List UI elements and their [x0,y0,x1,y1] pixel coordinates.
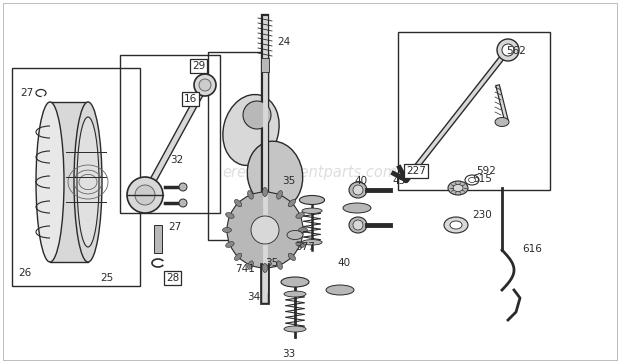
Ellipse shape [234,200,242,207]
Ellipse shape [247,141,303,209]
Ellipse shape [194,74,216,96]
Ellipse shape [77,117,99,247]
Ellipse shape [36,102,64,262]
Text: 26: 26 [18,268,31,278]
Text: 40: 40 [337,258,350,268]
Ellipse shape [288,200,296,207]
Ellipse shape [353,220,363,230]
Text: 35: 35 [265,258,278,268]
Text: 27: 27 [168,222,181,232]
Ellipse shape [247,191,254,199]
Ellipse shape [299,196,325,204]
Ellipse shape [302,208,322,213]
Ellipse shape [277,191,283,199]
Ellipse shape [179,199,187,207]
Ellipse shape [284,326,306,332]
Text: 45: 45 [392,176,405,186]
Text: 32: 32 [170,155,184,165]
Ellipse shape [223,94,279,166]
Ellipse shape [199,79,211,91]
Text: 27: 27 [20,88,33,98]
Ellipse shape [296,213,304,218]
Text: 25: 25 [100,273,113,283]
Text: 24: 24 [277,37,290,47]
Text: 16: 16 [184,94,197,104]
Bar [208,52,268,240]
Text: ereplacementparts.com: ereplacementparts.com [223,165,397,180]
Ellipse shape [226,242,234,248]
Text: 377: 377 [295,242,315,252]
Text: 33: 33 [282,349,295,359]
Ellipse shape [448,181,468,195]
Text: 615: 615 [472,174,492,184]
Ellipse shape [135,185,155,205]
Ellipse shape [502,44,514,56]
Ellipse shape [226,213,234,218]
Ellipse shape [298,228,308,232]
Ellipse shape [287,231,303,240]
Bar [261,58,269,72]
Text: 29: 29 [192,61,205,71]
Text: 28: 28 [166,273,179,283]
Text: 230: 230 [472,210,492,220]
Text: 562: 562 [506,46,526,56]
Ellipse shape [495,118,509,126]
Bar [12,68,140,286]
Text: 741: 741 [235,264,255,274]
Ellipse shape [179,183,187,191]
Ellipse shape [444,217,468,233]
Bar [120,55,220,213]
Ellipse shape [353,185,363,195]
Ellipse shape [296,242,304,248]
Ellipse shape [281,277,309,287]
Ellipse shape [326,285,354,295]
Bar [154,225,162,253]
Ellipse shape [262,264,267,273]
Ellipse shape [74,102,102,262]
Text: 227: 227 [406,166,426,176]
Ellipse shape [234,253,242,261]
Bar [50,102,88,262]
Bar [398,32,550,190]
Text: 40: 40 [354,176,367,186]
Ellipse shape [247,261,254,269]
Ellipse shape [243,101,271,129]
Ellipse shape [349,217,367,233]
Circle shape [251,216,279,244]
Ellipse shape [453,184,463,192]
Ellipse shape [497,39,519,61]
Ellipse shape [469,178,476,183]
Ellipse shape [223,228,231,232]
Ellipse shape [277,261,283,269]
Ellipse shape [302,240,322,245]
Ellipse shape [343,203,371,213]
Ellipse shape [127,177,163,213]
Text: 592: 592 [476,166,496,176]
Text: 34: 34 [247,292,260,302]
Ellipse shape [284,291,306,297]
Text: 35: 35 [282,176,295,186]
Ellipse shape [288,253,296,261]
Ellipse shape [349,182,367,198]
Ellipse shape [450,221,462,229]
Circle shape [227,192,303,268]
Ellipse shape [262,188,267,196]
Text: 616: 616 [522,244,542,254]
